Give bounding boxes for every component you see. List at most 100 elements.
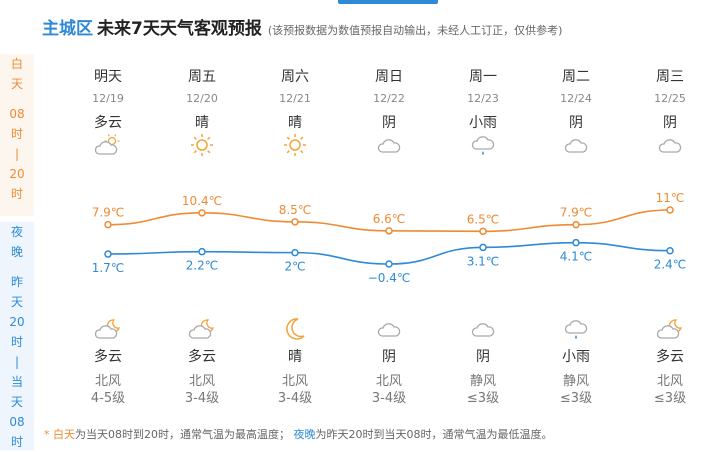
night-weather-icon (349, 316, 429, 342)
day-weather-icon (349, 132, 429, 158)
day-weather: 阴 (382, 115, 396, 131)
low-temp-point (666, 246, 674, 255)
high-temp-label: 6.6℃ (373, 212, 406, 226)
cloud-icon (471, 323, 495, 337)
footer-day-term: 白天 (53, 428, 75, 441)
wind-level: ≤3级 (559, 391, 593, 406)
footer-star: * (44, 428, 50, 441)
nighttime-label-char: 时 (10, 435, 23, 449)
wind-level: 3-4级 (277, 391, 313, 406)
day-date: 12/21 (279, 92, 311, 105)
low-temp-point (385, 260, 393, 268)
partly-cloudy-night-icon (656, 319, 683, 339)
cloud-icon (564, 139, 588, 153)
high-temp-label: 10.4℃ (182, 194, 222, 208)
day-date: 12/24 (560, 92, 592, 105)
light-rain-icon (471, 136, 495, 155)
city-name[interactable]: 主城区 (42, 19, 93, 39)
low-temp-label: 4.1℃ (560, 250, 593, 264)
nighttime-label-char: 夜 (10, 225, 23, 239)
day-weather: 晴 (195, 115, 209, 131)
nighttime-label-char: 天 (10, 295, 23, 309)
daytime-label: 白天 08 时 | 20 时 (0, 54, 34, 216)
active-tab-indicator (338, 0, 438, 4)
footer-night-text: 为昨天20时到当天08时，通常气温为最低温度。 (315, 428, 553, 441)
day-weather: 小雨 (469, 115, 497, 131)
high-temp-label: 8.5℃ (279, 203, 312, 217)
night-weather: 晴 (288, 349, 302, 365)
low-temp-point (572, 238, 580, 247)
night-weather-icon (255, 316, 335, 342)
day-weather: 多云 (94, 115, 122, 131)
page-header: 主城区 未来7天天气客观预报 (该预报数据为数值预报自动输出，未经人工订正，仅供参考… (42, 14, 562, 39)
day-name: 周日 (375, 69, 403, 85)
day-weather-icon (536, 132, 616, 158)
daytime-label-char: 天 (10, 77, 23, 91)
night-weather-icon (443, 316, 523, 342)
daytime-label-char: 08 (9, 107, 25, 121)
daytime-label-char: | (14, 147, 20, 161)
footer-note: * 白天为当天08时到20时，通常气温为最高温度； 夜晚为昨天20时到当天08时… (44, 426, 553, 442)
day-weather: 阴 (663, 115, 677, 131)
night-weather: 阴 (476, 349, 490, 365)
high-temp-point (291, 218, 299, 226)
nighttime-label-char: 天 (10, 395, 23, 409)
day-name: 周二 (562, 69, 590, 85)
cloud-icon (377, 139, 401, 153)
nighttime-label: 夜晚昨天 20 时 | 当天 08 时 (0, 222, 34, 450)
day-weather-icon (68, 132, 148, 158)
wind-level: 4-5级 (90, 391, 126, 406)
daytime-label-char: 时 (10, 187, 23, 201)
wind-direction: 北风 (94, 374, 121, 389)
wind-level: 3-4级 (184, 391, 220, 406)
day-date: 12/19 (92, 92, 124, 105)
day-weather-icon (443, 132, 523, 158)
day-weather: 晴 (288, 115, 302, 131)
night-weather: 多云 (94, 349, 122, 365)
night-weather: 阴 (382, 349, 396, 365)
cloud-icon (377, 323, 401, 337)
night-weather: 多云 (656, 349, 684, 365)
wind-direction: 北风 (188, 374, 215, 389)
night-weather-icon (630, 316, 710, 342)
cloud-icon (658, 139, 682, 153)
low-temp-label: 2.2℃ (186, 259, 219, 273)
low-temp-label: 1.7℃ (92, 261, 125, 275)
high-temp-point (104, 220, 112, 229)
low-temp-point (104, 250, 112, 258)
low-temp-point (479, 243, 487, 252)
daytime-label-char: 白 (10, 57, 23, 71)
high-temp-point (479, 227, 487, 236)
low-temp-label: 2.4℃ (654, 258, 687, 272)
daytime-label-char: 时 (10, 127, 23, 141)
high-temp-point (572, 220, 580, 229)
wind-direction: 北风 (375, 374, 402, 389)
day-weather-icon (255, 132, 335, 158)
night-weather-icon (68, 316, 148, 342)
low-temp-point (198, 247, 206, 256)
wind-direction: 北风 (281, 374, 308, 389)
day-date: 12/23 (467, 92, 499, 105)
night-weather-icon (536, 316, 616, 342)
day-weather: 阴 (569, 115, 583, 131)
partly-cloudy-night-icon (94, 319, 121, 339)
sunny-icon (284, 134, 306, 156)
page-title: 未来7天天气客观预报 (97, 19, 262, 39)
nighttime-label-char: 昨 (10, 275, 23, 289)
wind-direction: 静风 (562, 374, 589, 389)
day-weather-icon (162, 132, 242, 158)
low-temp-point (291, 248, 299, 257)
day-name: 周五 (188, 69, 216, 85)
sunny-icon (191, 134, 213, 156)
day-weather-icon (630, 132, 710, 158)
light-rain-icon (564, 320, 588, 339)
day-date: 12/22 (373, 92, 405, 105)
wind-level: ≤3级 (653, 391, 687, 406)
high-temp-point (666, 206, 674, 214)
nighttime-label-char: 时 (10, 335, 23, 349)
wind-level: 3-4级 (371, 391, 407, 406)
daytime-label-char: 20 (9, 167, 25, 181)
day-date: 12/25 (654, 92, 686, 105)
nighttime-label-char: 20 (9, 315, 25, 329)
disclaimer-note: (该预报数据为数值预报自动输出，未经人工订正，仅供参考) (267, 24, 563, 37)
